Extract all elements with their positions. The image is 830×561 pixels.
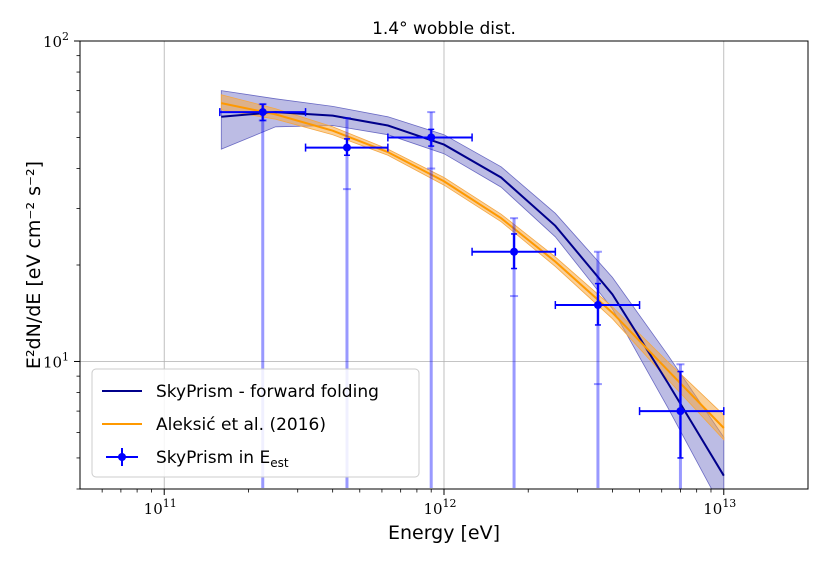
x-tick-label: 1012 (423, 497, 456, 518)
legend-label: SkyPrism in Eest (156, 448, 289, 470)
chart-title: 1.4° wobble dist. (372, 19, 516, 39)
series-line (221, 102, 725, 429)
x-tick-label: 1011 (144, 497, 177, 518)
legend-point-marker (118, 453, 126, 461)
y-axis-label: E²dN/dE [eV cm⁻² s⁻²] (23, 161, 45, 369)
point-marker (427, 133, 436, 142)
x-tick-label: 1013 (703, 497, 736, 518)
data-point (554, 250, 641, 488)
point-marker (676, 407, 685, 416)
point-marker (342, 143, 351, 152)
data-point (471, 217, 557, 488)
y-tick-label: 101 (43, 350, 69, 371)
point-layer (219, 103, 725, 489)
legend-box (91, 368, 420, 478)
legend-label: Aleksić et al. (2016) (156, 415, 326, 435)
confidence-band (220, 94, 725, 441)
point-marker (510, 247, 519, 256)
confidence-band (220, 90, 725, 489)
x-axis-label: Energy [eV] (388, 522, 500, 544)
point-marker (258, 108, 267, 117)
y-tick-label: 102 (43, 30, 69, 51)
tick-layer: 1011 1012 1013 101 102 (43, 30, 736, 518)
series-line (221, 111, 725, 477)
data-point (638, 363, 725, 489)
data-point (387, 111, 473, 488)
legend-label: SkyPrism - forward folding (156, 382, 379, 402)
line-layer (221, 102, 725, 477)
legend: SkyPrism - forward folding Aleksić et al.… (91, 368, 420, 478)
point-marker (593, 301, 602, 310)
band-layer (220, 90, 725, 489)
